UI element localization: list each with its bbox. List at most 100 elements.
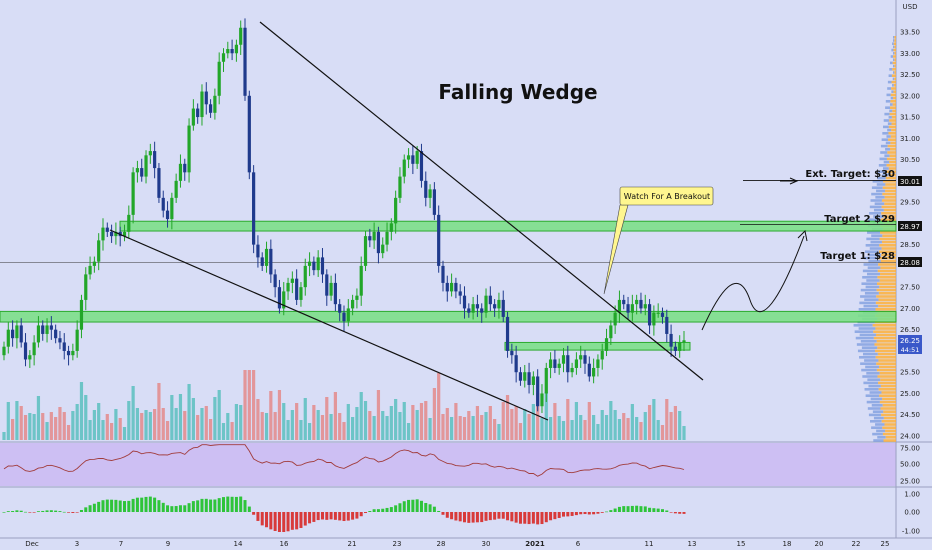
candle-body xyxy=(579,355,583,360)
macd-bar xyxy=(256,512,260,521)
time-tick-label: 28 xyxy=(437,540,446,548)
profile-bar-orange xyxy=(885,176,896,180)
volume-bar xyxy=(230,422,234,440)
profile-bar-orange xyxy=(891,80,896,84)
macd-bar xyxy=(561,512,565,517)
macd-bar xyxy=(617,506,621,512)
profile-bar-orange xyxy=(886,170,896,173)
macd-bar xyxy=(652,508,656,512)
profile-bar-blue xyxy=(877,436,886,439)
macd-bar xyxy=(62,511,66,513)
profile-bar-orange xyxy=(881,247,896,250)
candle-body xyxy=(355,295,359,300)
volume-bar xyxy=(574,402,579,440)
macd-bar xyxy=(441,512,445,515)
macd-bar xyxy=(376,509,380,512)
volume-bar xyxy=(256,399,260,440)
macd-bar xyxy=(673,512,677,514)
profile-bar-blue xyxy=(873,416,884,420)
volume-bar xyxy=(635,417,639,440)
volume-bar xyxy=(97,403,101,440)
candle-body xyxy=(376,231,381,254)
profile-bar-blue xyxy=(893,39,895,42)
profile-bar-orange xyxy=(881,199,896,202)
macd-bar xyxy=(493,512,497,520)
volume-bar xyxy=(277,390,282,440)
candle-body xyxy=(239,27,243,45)
volume-bar xyxy=(613,410,617,440)
candle-body xyxy=(114,231,118,237)
macd-bar xyxy=(506,512,510,521)
volume-bar xyxy=(264,413,269,440)
profile-bar-blue xyxy=(872,410,884,413)
svg-text:26.25: 26.25 xyxy=(900,337,920,345)
volume-bar xyxy=(398,412,402,440)
profile-bar-blue xyxy=(878,170,887,173)
macd-bar xyxy=(389,507,393,512)
candle-body xyxy=(178,163,183,181)
resistance-zone xyxy=(0,310,897,323)
candle-body xyxy=(234,44,239,54)
macd-bar xyxy=(269,512,273,530)
candle-body xyxy=(596,359,600,368)
support-zone xyxy=(504,341,691,351)
candle-body xyxy=(97,240,101,262)
profile-bar-orange xyxy=(883,208,896,212)
candle-body xyxy=(626,304,630,313)
macd-bar xyxy=(626,506,630,512)
candle-body xyxy=(609,325,613,339)
profile-bar-orange xyxy=(880,384,896,388)
profile-bar-orange xyxy=(893,96,896,100)
profile-bar-orange xyxy=(888,138,896,141)
volume-bar xyxy=(122,427,127,440)
volume-bar xyxy=(579,415,583,440)
candle-body xyxy=(604,338,609,351)
profile-bar-blue xyxy=(875,196,885,199)
volume-bar xyxy=(282,403,286,440)
volume-bar xyxy=(592,415,596,440)
price-tick-label: 25.50 xyxy=(900,369,920,377)
candle-body xyxy=(467,308,471,313)
macd-bar xyxy=(540,512,544,525)
candle-body xyxy=(32,342,36,356)
profile-bar-orange xyxy=(879,365,896,369)
profile-bar-blue xyxy=(888,116,892,119)
rsi-tick-label: 50.00 xyxy=(900,461,920,469)
profile-bar-blue xyxy=(871,234,883,237)
macd-bar xyxy=(105,499,109,512)
candle-body xyxy=(527,372,531,385)
macd-bar xyxy=(411,499,415,512)
chart-title: Falling Wedge xyxy=(438,80,597,104)
macd-bar xyxy=(265,512,269,528)
macd-bar xyxy=(325,512,329,520)
candle-body xyxy=(669,333,673,347)
macd-bar xyxy=(316,512,320,521)
candle-body xyxy=(6,329,10,347)
macd-bar xyxy=(458,512,462,522)
profile-bar-orange xyxy=(879,394,896,397)
target2-zone xyxy=(119,220,897,232)
macd-bar xyxy=(587,512,591,515)
profile-bar-orange xyxy=(883,439,896,442)
macd-bar xyxy=(510,512,514,522)
candle-body xyxy=(88,265,92,275)
macd-bar xyxy=(600,512,604,513)
profile-bar-blue xyxy=(865,365,880,369)
profile-bar-blue xyxy=(872,180,884,183)
volume-bar xyxy=(557,416,561,440)
candle-body xyxy=(536,376,540,407)
volume-bar xyxy=(127,401,131,440)
candle-body xyxy=(157,168,161,198)
volume-bar xyxy=(58,407,62,440)
candle-body xyxy=(247,95,251,173)
profile-bar-blue xyxy=(865,394,880,397)
macd-bar xyxy=(226,496,230,512)
candle-body xyxy=(148,151,152,156)
volume-bar xyxy=(587,402,591,440)
profile-bar-blue xyxy=(859,333,877,337)
candle-body xyxy=(514,355,518,373)
candle-body xyxy=(643,304,647,309)
macd-bar xyxy=(364,512,368,514)
